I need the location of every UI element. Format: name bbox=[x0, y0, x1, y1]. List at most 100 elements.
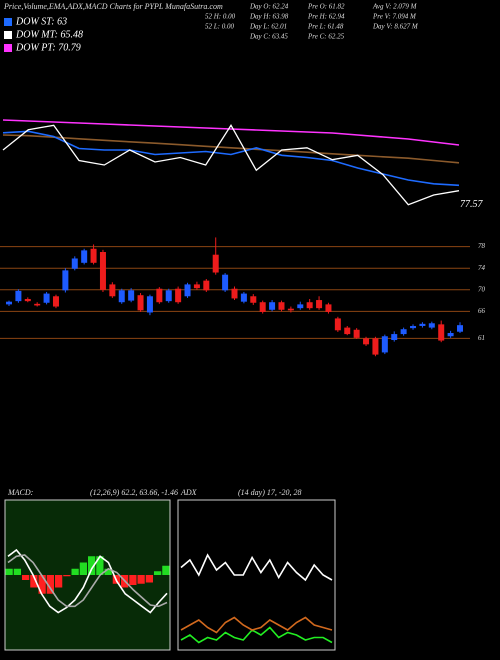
histogram-bar bbox=[88, 556, 96, 575]
series-line bbox=[180, 553, 333, 582]
stat: Avg V: 2.079 M bbox=[372, 3, 418, 11]
last-value-label: 77.57 bbox=[460, 199, 484, 210]
panel-title: MACD: bbox=[7, 488, 34, 497]
legend-swatch bbox=[4, 44, 12, 52]
panel-subtitle: (12,26,9) 62.2, 63.66, -1.46 bbox=[90, 488, 178, 497]
y-tick-label: 74 bbox=[478, 264, 486, 272]
candle-body bbox=[428, 323, 435, 328]
candle-body bbox=[240, 293, 247, 302]
candle-body bbox=[297, 304, 304, 309]
stat: Day V: 8.627 M bbox=[372, 23, 419, 31]
stat: 52 L: 0.00 bbox=[205, 23, 234, 31]
histogram-bar bbox=[46, 575, 54, 594]
histogram-bar bbox=[55, 575, 63, 588]
stat: Pre O: 61.82 bbox=[307, 3, 345, 11]
series-line bbox=[180, 626, 333, 644]
histogram-bar bbox=[145, 575, 153, 583]
histogram-bar bbox=[137, 575, 145, 584]
candle-body bbox=[259, 302, 266, 312]
histogram-bar bbox=[96, 556, 104, 575]
series-line bbox=[7, 548, 168, 614]
candle-body bbox=[391, 334, 398, 341]
histogram-bar bbox=[71, 568, 79, 575]
candle-body bbox=[99, 252, 106, 290]
y-tick-label: 61 bbox=[478, 334, 485, 342]
candle-body bbox=[447, 333, 454, 337]
series-line bbox=[180, 616, 333, 634]
histogram-bar bbox=[30, 575, 38, 588]
stat: Day H: 63.98 bbox=[249, 13, 289, 21]
histogram-bar bbox=[104, 568, 112, 575]
candle-body bbox=[250, 296, 257, 303]
candle-body bbox=[212, 254, 219, 273]
candle-body bbox=[372, 338, 379, 355]
candle-body bbox=[381, 336, 388, 353]
y-tick-label: 66 bbox=[478, 307, 486, 315]
stat: 52 H: 0.00 bbox=[205, 13, 236, 21]
candle-body bbox=[457, 325, 463, 332]
candle-body bbox=[71, 258, 78, 269]
y-tick-label: 78 bbox=[478, 242, 486, 250]
candle-body bbox=[184, 284, 191, 297]
candle-body bbox=[400, 329, 407, 335]
candle-body bbox=[353, 329, 360, 338]
histogram-bar bbox=[5, 568, 13, 575]
stat: Pre V: 7.094 M bbox=[372, 13, 417, 21]
candle-body bbox=[269, 302, 276, 310]
candle-body bbox=[203, 280, 210, 291]
series-line bbox=[7, 554, 168, 608]
candle-body bbox=[363, 338, 370, 345]
candle-body bbox=[34, 303, 41, 306]
stat: Day O: 62.24 bbox=[249, 3, 289, 11]
candle-body bbox=[52, 296, 59, 307]
legend-swatch bbox=[4, 18, 12, 26]
histogram-bar bbox=[38, 575, 46, 594]
histogram-bar bbox=[154, 571, 162, 575]
candle-body bbox=[306, 302, 313, 309]
candle-body bbox=[325, 304, 332, 312]
legend-label: DOW PT: 70.79 bbox=[15, 42, 81, 53]
panel-subtitle: (14 day) 17, -20, 28 bbox=[238, 488, 302, 497]
candle-body bbox=[278, 302, 285, 310]
candle-body bbox=[334, 318, 341, 331]
candle-body bbox=[128, 290, 135, 301]
legend-label: DOW MT: 65.48 bbox=[15, 29, 83, 40]
candle-body bbox=[193, 284, 200, 289]
candle-body bbox=[24, 298, 31, 302]
candle-body bbox=[419, 323, 426, 326]
series-line bbox=[2, 134, 460, 164]
candle-body bbox=[344, 327, 351, 335]
candle-body bbox=[6, 301, 12, 305]
legend-label: DOW ST: 63 bbox=[15, 16, 67, 27]
candle-body bbox=[175, 288, 182, 303]
stat: Day L: 62.01 bbox=[249, 23, 287, 31]
panel bbox=[4, 499, 171, 651]
histogram-bar bbox=[129, 575, 137, 585]
candle-body bbox=[146, 296, 153, 313]
candle-body bbox=[43, 293, 50, 303]
candle-body bbox=[81, 250, 88, 263]
series-line bbox=[2, 124, 460, 206]
series-line bbox=[2, 119, 460, 146]
stat: Pre H: 62.94 bbox=[307, 13, 345, 21]
candle-body bbox=[156, 288, 163, 303]
candle-body bbox=[165, 290, 172, 302]
histogram-bar bbox=[63, 575, 71, 577]
candle-body bbox=[90, 248, 97, 263]
histogram-bar bbox=[13, 568, 21, 575]
candle-body bbox=[316, 300, 323, 309]
candle-body bbox=[62, 270, 69, 291]
stat: Day C: 63.45 bbox=[249, 33, 288, 41]
candle-body bbox=[231, 288, 238, 299]
candle-body bbox=[438, 324, 445, 341]
page-title: Price,Volume,EMA,ADX,MACD Charts for PYP… bbox=[3, 2, 223, 11]
histogram-bar bbox=[162, 565, 170, 575]
panel bbox=[177, 499, 336, 651]
y-tick-label: 70 bbox=[478, 285, 486, 293]
candle-body bbox=[137, 295, 144, 311]
stat: Pre L: 61.48 bbox=[307, 23, 344, 31]
legend-swatch bbox=[4, 31, 12, 39]
candle-body bbox=[15, 290, 22, 302]
histogram-bar bbox=[79, 562, 87, 575]
histogram-bar bbox=[22, 575, 30, 580]
